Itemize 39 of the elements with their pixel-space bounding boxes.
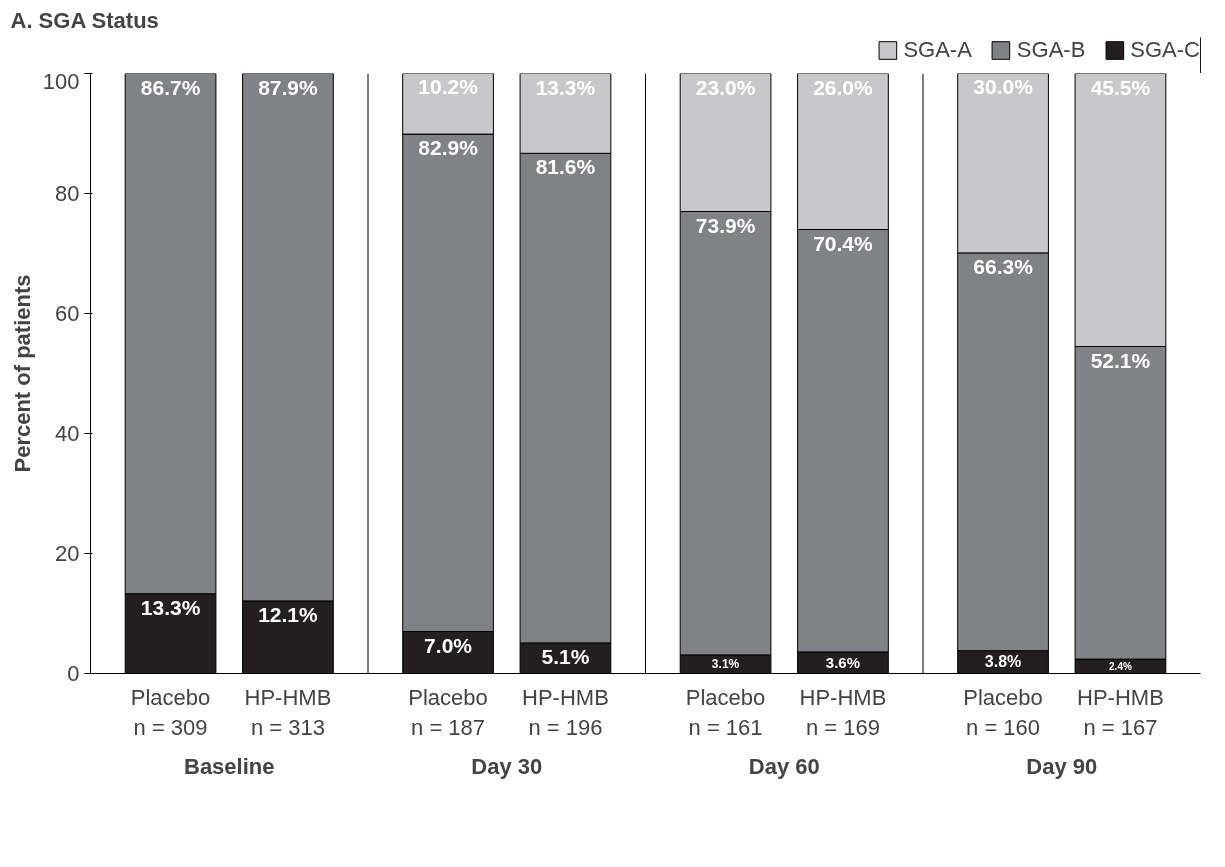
y-tick-label: 100 [42, 68, 80, 94]
legend-label: SGA-A [903, 37, 972, 63]
data-label: 87.9% [258, 75, 319, 99]
data-label: 3.8% [984, 652, 1022, 670]
y-tick-label: 20 [55, 541, 80, 566]
y-tick-label: 80 [55, 181, 80, 206]
legend-label: SGA-C [1130, 37, 1200, 63]
y-tick-label: 40 [55, 421, 80, 446]
legend-label: SGA-B [1016, 37, 1086, 63]
data-label: 13.3% [140, 595, 201, 619]
data-label: 66.3% [973, 254, 1034, 278]
text: Day 60 [748, 753, 820, 779]
data-label: 3.6% [825, 653, 861, 671]
data-label: 3.1% [711, 656, 740, 671]
data-label: 2.4% [1109, 661, 1132, 673]
x-tick-label: Placebo n = 161 [685, 684, 766, 740]
chart-title: A. SGA Status [10, 7, 159, 33]
text: Baseline [184, 753, 275, 779]
y-axis-title: Percent of patients [9, 274, 35, 473]
text: Day 90 [1026, 753, 1098, 779]
x-tick-label: HP-HMB n = 313 [244, 684, 332, 740]
y-tick-label: 0 [67, 661, 80, 686]
data-label: 7.0% [424, 633, 473, 657]
x-tick-label: HP-HMB n = 169 [799, 684, 887, 740]
data-label: 81.6% [535, 155, 596, 179]
text: Day 30 [471, 753, 543, 779]
x-tick-label: Placebo n = 187 [408, 684, 488, 740]
data-label: 73.9% [695, 213, 756, 237]
x-tick-label: Placebo n = 160 [963, 684, 1043, 740]
data-label: 5.1% [541, 644, 590, 668]
x-tick-label: HP-HMB n = 167 [1077, 684, 1164, 740]
data-label: 12.1% [258, 602, 319, 626]
data-label: 82.9% [418, 136, 479, 160]
x-tick-label: Placebo n = 309 [130, 684, 211, 740]
x-tick-label: HP-HMB n = 196 [522, 684, 609, 740]
data-label: 86.7% [140, 75, 201, 99]
data-label: 52.1% [1090, 348, 1151, 372]
y-tick-label: 60 [55, 301, 80, 326]
data-label: 70.4% [813, 231, 874, 255]
